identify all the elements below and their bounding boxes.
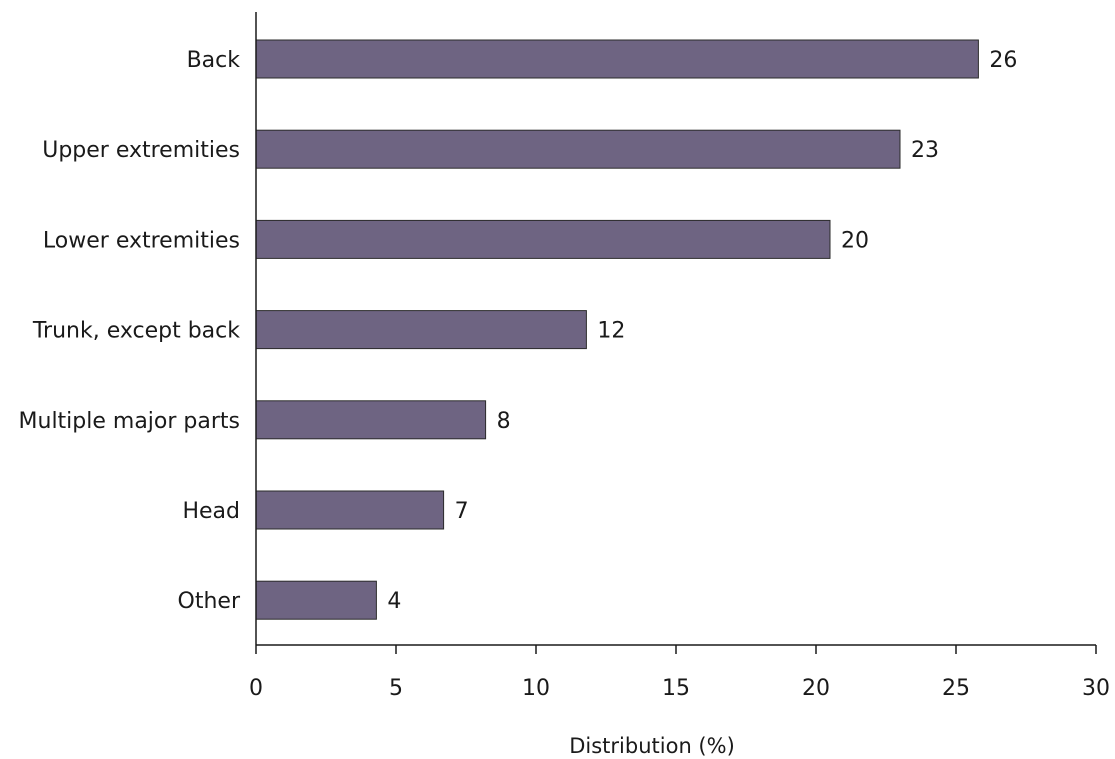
value-label-multiple-major-parts: 8 — [497, 409, 511, 434]
bar-lower-extremities — [255, 219, 831, 259]
x-tick-label-5: 5 — [389, 676, 403, 701]
x-tick-label-20: 20 — [802, 676, 830, 701]
value-label-upper-extremities: 23 — [911, 138, 939, 163]
bar-trunk-except-back — [255, 310, 587, 350]
x-tick-label-15: 15 — [662, 676, 690, 701]
value-label-lower-extremities: 20 — [841, 228, 869, 253]
value-label-trunk-except-back: 12 — [597, 319, 625, 344]
value-labels-group: 26 23 20 12 8 7 4 — [387, 48, 1017, 614]
value-label-back: 26 — [989, 48, 1017, 73]
x-axis-title: Distribution (%) — [569, 734, 735, 758]
category-label-back: Back — [187, 48, 241, 73]
category-label-trunk-except-back: Trunk, except back — [32, 319, 240, 344]
bars-group — [255, 39, 979, 620]
category-label-head: Head — [182, 499, 240, 524]
category-label-upper-extremities: Upper extremities — [42, 138, 240, 163]
bar-upper-extremities — [255, 129, 901, 169]
category-label-lower-extremities: Lower extremities — [43, 228, 240, 253]
x-tick-label-0: 0 — [249, 676, 263, 701]
bar-other — [255, 580, 377, 620]
bar-multiple-major-parts — [255, 400, 487, 440]
category-label-multiple-major-parts: Multiple major parts — [19, 409, 240, 434]
category-label-other: Other — [178, 589, 241, 614]
x-tick-label-30: 30 — [1082, 676, 1110, 701]
value-label-head: 7 — [455, 499, 469, 524]
x-ticks-group: 0 5 10 15 20 25 30 — [249, 645, 1110, 701]
bar-back — [255, 39, 979, 79]
category-labels-group: Back Upper extremities Lower extremities Tr… — [19, 48, 241, 614]
value-label-other: 4 — [387, 589, 401, 614]
x-tick-label-10: 10 — [522, 676, 550, 701]
bar-head — [255, 490, 445, 530]
x-tick-label-25: 25 — [942, 676, 970, 701]
